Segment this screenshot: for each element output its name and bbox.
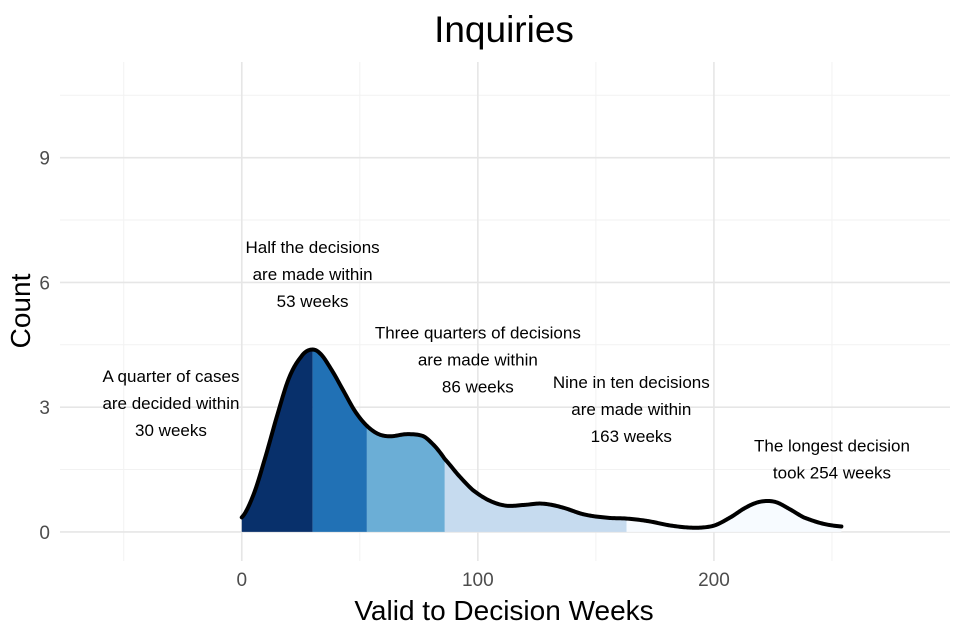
annotation-line: 30 weeks	[135, 421, 207, 440]
annotation-line: Nine in ten decisions	[553, 373, 710, 392]
annotation-line: The longest decision	[754, 437, 910, 456]
y-tick-label: 3	[39, 398, 50, 419]
y-tick-label: 9	[39, 149, 50, 170]
x-tick-label: 0	[236, 570, 247, 591]
shaded-region-2	[312, 349, 367, 532]
annotation-line: Half the decisions	[246, 238, 380, 257]
chart-title: Inquiries	[434, 9, 574, 50]
annotation-4: Nine in ten decisions are made within 163 …	[553, 373, 710, 446]
shaded-region-4	[444, 459, 627, 532]
x-tick-label: 200	[698, 570, 730, 591]
density-curve	[239, 347, 844, 530]
y-axis-title: Count	[5, 273, 36, 348]
annotation-line: are made within	[253, 265, 373, 284]
annotation-line: are made within	[418, 350, 538, 369]
annotation-line: A quarter of cases	[102, 367, 239, 386]
shaded-region-3	[366, 425, 445, 532]
annotation-2: Half the decisions are made within 53 week…	[246, 238, 380, 311]
y-tick-label: 6	[39, 273, 50, 294]
annotation-line: took 254 weeks	[773, 464, 891, 483]
axis-ticks: 0 100 200 0 3 6 9	[39, 149, 729, 591]
annotation-line: Three quarters of decisions	[375, 323, 581, 342]
annotation-line: 163 weeks	[591, 427, 672, 446]
annotation-line: 86 weeks	[442, 377, 514, 396]
annotation-line: are made within	[571, 400, 691, 419]
annotations: A quarter of cases are decided within 30 w…	[102, 238, 909, 483]
grid	[60, 62, 950, 561]
annotation-line: 53 weeks	[277, 292, 349, 311]
shaded-region-1	[241, 349, 313, 532]
y-tick-label: 0	[39, 523, 50, 544]
annotation-3: Three quarters of decisions are made with…	[375, 323, 581, 396]
annotation-5: The longest decision took 254 weeks	[754, 437, 910, 483]
density-curve-group	[239, 347, 844, 530]
annotation-1: A quarter of cases are decided within 30 w…	[102, 367, 239, 440]
x-axis-title: Valid to Decision Weeks	[354, 595, 653, 626]
x-tick-label: 100	[462, 570, 494, 591]
annotation-line: are decided within	[102, 394, 239, 413]
